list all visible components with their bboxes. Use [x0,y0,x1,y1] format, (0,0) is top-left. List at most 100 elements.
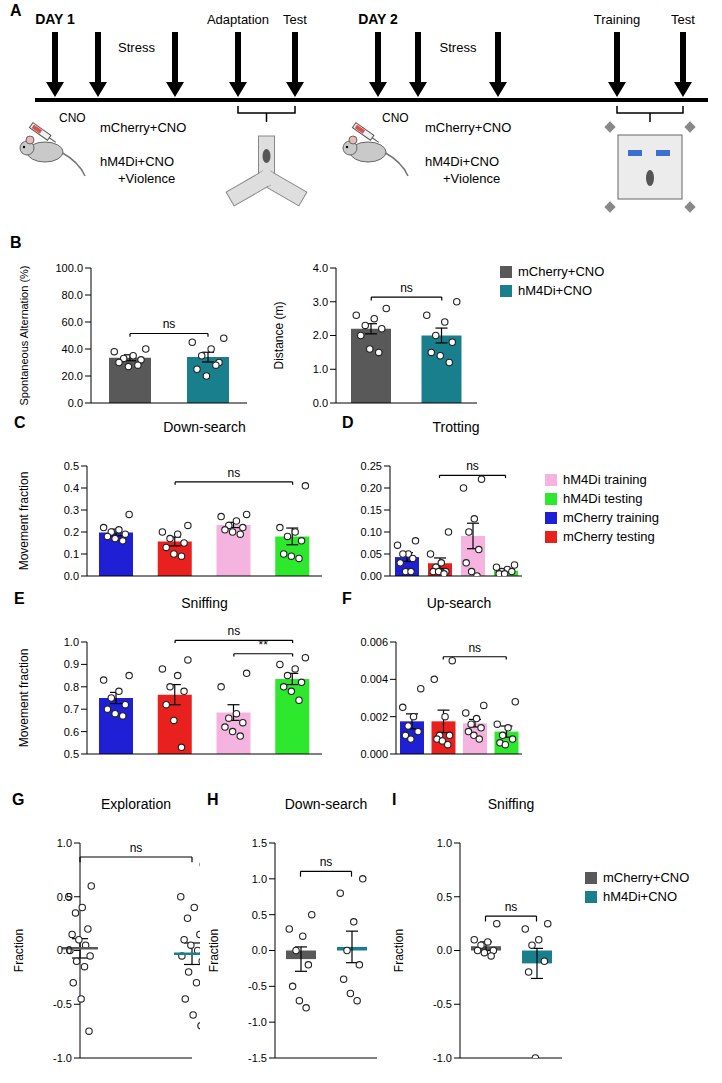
svg-text:Stress: Stress [118,40,155,55]
html-text:Exploration: Exploration [101,796,171,812]
svg-text:1.0: 1.0 [57,837,72,849]
html-text:hM4Di+CNO: hM4Di+CNO [603,889,677,904]
svg-text:2.0: 2.0 [313,329,328,341]
svg-text:1.0: 1.0 [437,837,452,849]
svg-text:0.006: 0.006 [360,636,388,648]
svg-text:-0.5: -0.5 [248,980,267,992]
svg-text:0.5: 0.5 [437,891,452,903]
svg-text:0.05: 0.05 [361,548,382,560]
svg-text:100.0: 100.0 [55,262,83,274]
svg-text:0.6: 0.6 [64,726,79,738]
svg-text:20.0: 20.0 [62,370,83,382]
svg-text:0.5: 0.5 [64,748,79,760]
html-text:hM4Di testing: hM4Di testing [563,491,643,506]
svg-text:+Violence: +Violence [118,171,175,186]
html-text:hM4Di training: hM4Di training [563,472,647,487]
html-text:Sniffing: Sniffing [487,796,535,812]
svg-text:-0.5: -0.5 [53,998,72,1010]
svg-text:Distance (m): Distance (m) [272,301,286,369]
html-text:hM4Di+CNO: hM4Di+CNO [518,283,592,298]
svg-text:0.0: 0.0 [64,570,79,582]
html-text:Down-search: Down-search [163,419,246,435]
svg-text:-1.0: -1.0 [53,1052,72,1064]
svg-text:0.0: 0.0 [57,944,72,956]
html-text:Up-search: Up-search [426,595,492,611]
html-text:Down-search: Down-search [284,796,368,812]
svg-text:Movement fraction: Movement fraction [17,472,31,571]
svg-text:0.00: 0.00 [361,570,382,582]
html-text:G: G [12,791,25,808]
svg-text:0.10: 0.10 [361,526,382,538]
svg-text:3.0: 3.0 [313,296,328,308]
svg-text:CNO: CNO [59,111,86,125]
svg-text:Fraction: Fraction [12,929,26,972]
html-text:Trotting: Trotting [432,419,480,435]
svg-text:+Violence: +Violence [443,171,500,186]
svg-text:0.5: 0.5 [64,460,79,472]
svg-text:Test: Test [283,12,307,27]
svg-text:Movement fraction: Movement fraction [17,649,31,748]
svg-text:1.0: 1.0 [252,873,267,885]
svg-text:Spontaneous Alternation (%): Spontaneous Alternation (%) [18,265,30,405]
svg-text:0.20: 0.20 [361,482,382,494]
svg-text:mCherry+CNO: mCherry+CNO [425,120,511,135]
svg-text:0.004: 0.004 [360,673,388,685]
svg-text:0.7: 0.7 [64,703,79,715]
svg-text:0.8: 0.8 [64,681,79,693]
svg-text:80.0: 80.0 [62,289,83,301]
svg-text:0.25: 0.25 [361,460,382,472]
svg-text:ns: ns [228,624,241,638]
svg-text:Fraction: Fraction [207,929,221,972]
svg-text:**: ** [259,638,269,652]
svg-text:0.0: 0.0 [313,397,328,409]
svg-text:4.0: 4.0 [313,262,328,274]
svg-text:0.002: 0.002 [360,711,388,723]
svg-text:-0.5: -0.5 [433,998,452,1010]
svg-text:60.0: 60.0 [62,316,83,328]
svg-text:ns: ns [130,841,143,855]
svg-text:1.0: 1.0 [313,363,328,375]
html-text:mCherry testing: mCherry testing [563,529,655,544]
svg-text:hM4Di+CNO: hM4Di+CNO [100,154,174,169]
svg-text:0.0: 0.0 [252,944,267,956]
svg-text:Stress: Stress [440,40,477,55]
svg-text:1.0: 1.0 [64,636,79,648]
svg-text:ns: ns [163,317,176,331]
svg-text:Training: Training [594,12,640,27]
svg-text:ns: ns [466,459,479,473]
svg-text:Adaptation: Adaptation [207,12,269,27]
svg-text:Test: Test [671,12,695,27]
svg-text:ns: ns [320,855,333,869]
svg-text:0.0: 0.0 [68,397,83,409]
html-text:mCherry+CNO: mCherry+CNO [518,264,605,279]
svg-text:DAY 2: DAY 2 [358,11,398,27]
svg-text:A: A [10,2,22,19]
html-text:mCherry+CNO: mCherry+CNO [603,870,690,885]
svg-text:mCherry+CNO: mCherry+CNO [100,120,186,135]
svg-text:0.2: 0.2 [64,526,79,538]
svg-text:0.3: 0.3 [64,504,79,516]
svg-text:-1.5: -1.5 [248,1052,267,1064]
svg-text:40.0: 40.0 [62,343,83,355]
svg-text:DAY 1: DAY 1 [35,11,75,27]
svg-text:0.9: 0.9 [64,658,79,670]
svg-text:1.5: 1.5 [252,837,267,849]
svg-text:0.1: 0.1 [64,548,79,560]
svg-text:Fraction: Fraction [392,929,406,972]
html-text:mCherry training: mCherry training [563,510,660,525]
svg-text:-1.0: -1.0 [248,1016,267,1028]
svg-text:CNO: CNO [382,111,409,125]
svg-text:0.4: 0.4 [64,482,79,494]
svg-text:ns: ns [400,281,413,295]
svg-text:ns: ns [505,900,518,914]
svg-text:ns: ns [468,641,481,655]
svg-text:-1.0: -1.0 [433,1052,452,1064]
svg-text:0.5: 0.5 [57,891,72,903]
svg-text:hM4Di+CNO: hM4Di+CNO [425,154,499,169]
svg-text:ns: ns [228,466,241,480]
svg-text:0.0: 0.0 [437,944,452,956]
svg-text:0.000: 0.000 [360,748,388,760]
svg-text:0.5: 0.5 [252,909,267,921]
html-text:Sniffing: Sniffing [181,595,228,611]
svg-text:0.15: 0.15 [361,504,382,516]
